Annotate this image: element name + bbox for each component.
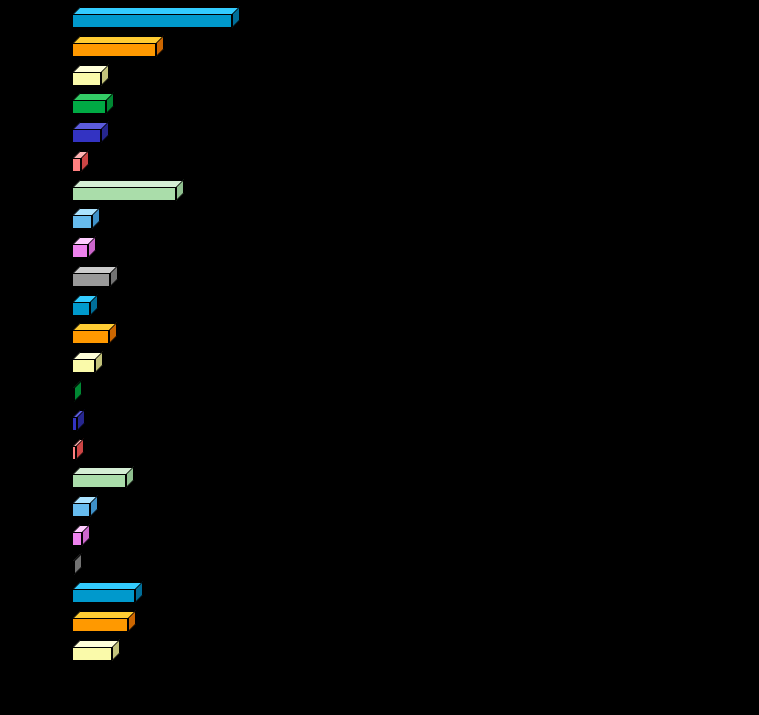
bar-row-19 <box>72 523 90 546</box>
bar-row-21 <box>72 581 143 604</box>
bar-front-face <box>72 71 101 86</box>
bar-front-face <box>72 388 74 402</box>
bar-front-face <box>72 100 106 115</box>
bar-row-12 <box>72 322 117 345</box>
bar-front-face <box>72 618 128 633</box>
bar-row-1 <box>72 6 240 28</box>
bar-row-11 <box>72 293 98 316</box>
bar-front-face <box>72 474 126 489</box>
bar-front-face <box>72 560 74 575</box>
bar-front-face <box>72 646 112 661</box>
bar-row-23 <box>72 638 120 661</box>
bar-front-face <box>72 244 88 259</box>
bar-side-face <box>74 552 82 575</box>
bar-row-20 <box>72 552 82 575</box>
bar-row-8 <box>72 207 100 230</box>
bar-row-7 <box>72 178 184 201</box>
bar-front-face <box>72 503 90 518</box>
bar-row-15 <box>72 408 85 431</box>
bar-row-10 <box>72 264 118 287</box>
bar-front-face <box>72 531 82 546</box>
bar-row-16 <box>72 437 84 460</box>
bar-front-face <box>72 272 110 287</box>
bar-row-22 <box>72 610 136 633</box>
bar-row-4 <box>72 92 114 115</box>
bar-front-face <box>72 215 92 230</box>
bar-front-face <box>72 301 90 316</box>
bar-row-3 <box>72 63 109 86</box>
bar-front-face <box>72 359 95 374</box>
bar-front-face <box>72 14 232 28</box>
bar-front-face <box>72 129 101 144</box>
bar-front-face <box>72 42 156 57</box>
bar-front-face <box>72 589 135 604</box>
bar-row-2 <box>72 34 164 57</box>
bar-row-18 <box>72 495 98 518</box>
bar-front-face <box>72 416 77 431</box>
bar-front-face <box>72 330 109 345</box>
bar-row-5 <box>72 121 109 144</box>
bar-row-13 <box>72 351 103 374</box>
bar-side-face <box>74 380 82 402</box>
bar-front-face <box>72 186 176 201</box>
bar-front-face <box>72 445 76 460</box>
bar-front-face <box>72 157 81 172</box>
bar-row-6 <box>72 149 89 172</box>
bar-row-14 <box>72 380 82 402</box>
bar-row-9 <box>72 236 96 259</box>
bar-row-17 <box>72 466 134 489</box>
